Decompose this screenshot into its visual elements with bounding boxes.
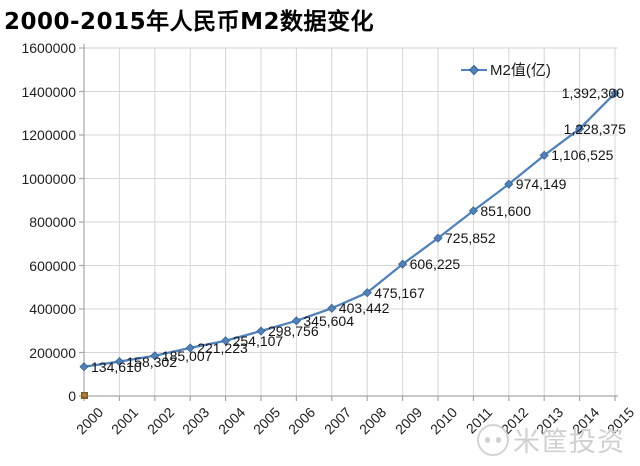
data-label-2007: 403,442	[338, 300, 390, 317]
data-label-2002: 185,007	[161, 347, 213, 364]
legend-line-marker-icon	[461, 64, 487, 75]
y-tick-label-600000: 600000	[29, 257, 76, 274]
chart-title: 2000-2015年人民币M2数据变化	[4, 9, 374, 35]
data-label-2009: 606,225	[409, 256, 461, 273]
data-label-2005: 298,756	[268, 323, 319, 340]
data-label-2004: 254,107	[232, 332, 284, 349]
marker-diamond-2006	[291, 316, 301, 326]
data-label-2011: 851,600	[480, 202, 531, 219]
extra-series-marker	[81, 392, 88, 399]
y-tick-label-400000: 400000	[29, 301, 76, 317]
y-tick-label-200000: 200000	[29, 344, 76, 361]
y-tick-label-1400000: 1400000	[21, 83, 76, 100]
marker-diamond-2013	[539, 150, 549, 160]
y-tick-label-0: 0	[68, 388, 76, 404]
data-label-2013: 1,106,525	[551, 147, 614, 164]
legend: M2值(亿)	[461, 59, 551, 80]
marker-diamond-2007	[327, 303, 337, 313]
data-label-2010: 725,852	[445, 230, 496, 247]
y-tick-label-1600000: 1600000	[21, 40, 76, 56]
marker-diamond-2014	[575, 124, 585, 134]
data-label-2001: 158,302	[126, 353, 177, 370]
legend-label: M2值(亿)	[490, 62, 551, 79]
marker-diamond-2015	[610, 88, 620, 98]
marker-diamond-2004	[221, 336, 231, 346]
marker-diamond-2003	[185, 343, 195, 353]
marker-diamond-2011	[468, 206, 478, 216]
y-tick-label-1200000: 1200000	[21, 127, 76, 143]
data-label-2000: 134,610	[91, 358, 142, 375]
data-label-2006: 345,604	[303, 312, 354, 329]
marker-diamond-2009	[398, 259, 408, 269]
marker-diamond-2002	[150, 351, 160, 361]
data-label-2014: 1,228,375	[563, 120, 626, 137]
y-tick-label-1000000: 1000000	[21, 170, 76, 187]
data-label-2015: 1,392,300	[561, 85, 624, 102]
data-label-2008: 475,167	[374, 284, 425, 301]
marker-diamond-2001	[114, 357, 124, 367]
y-tick-label-800000: 800000	[29, 214, 76, 230]
marker-diamond-2008	[362, 288, 372, 298]
marker-diamond-2012	[504, 179, 514, 189]
series-line-m2	[83, 92, 616, 368]
data-label-2012: 974,149	[515, 176, 567, 193]
marker-diamond-2010	[433, 233, 443, 243]
marker-diamond-2005	[256, 326, 266, 336]
marker-diamond-2000	[79, 362, 89, 372]
data-label-2003: 221,223	[197, 339, 248, 356]
